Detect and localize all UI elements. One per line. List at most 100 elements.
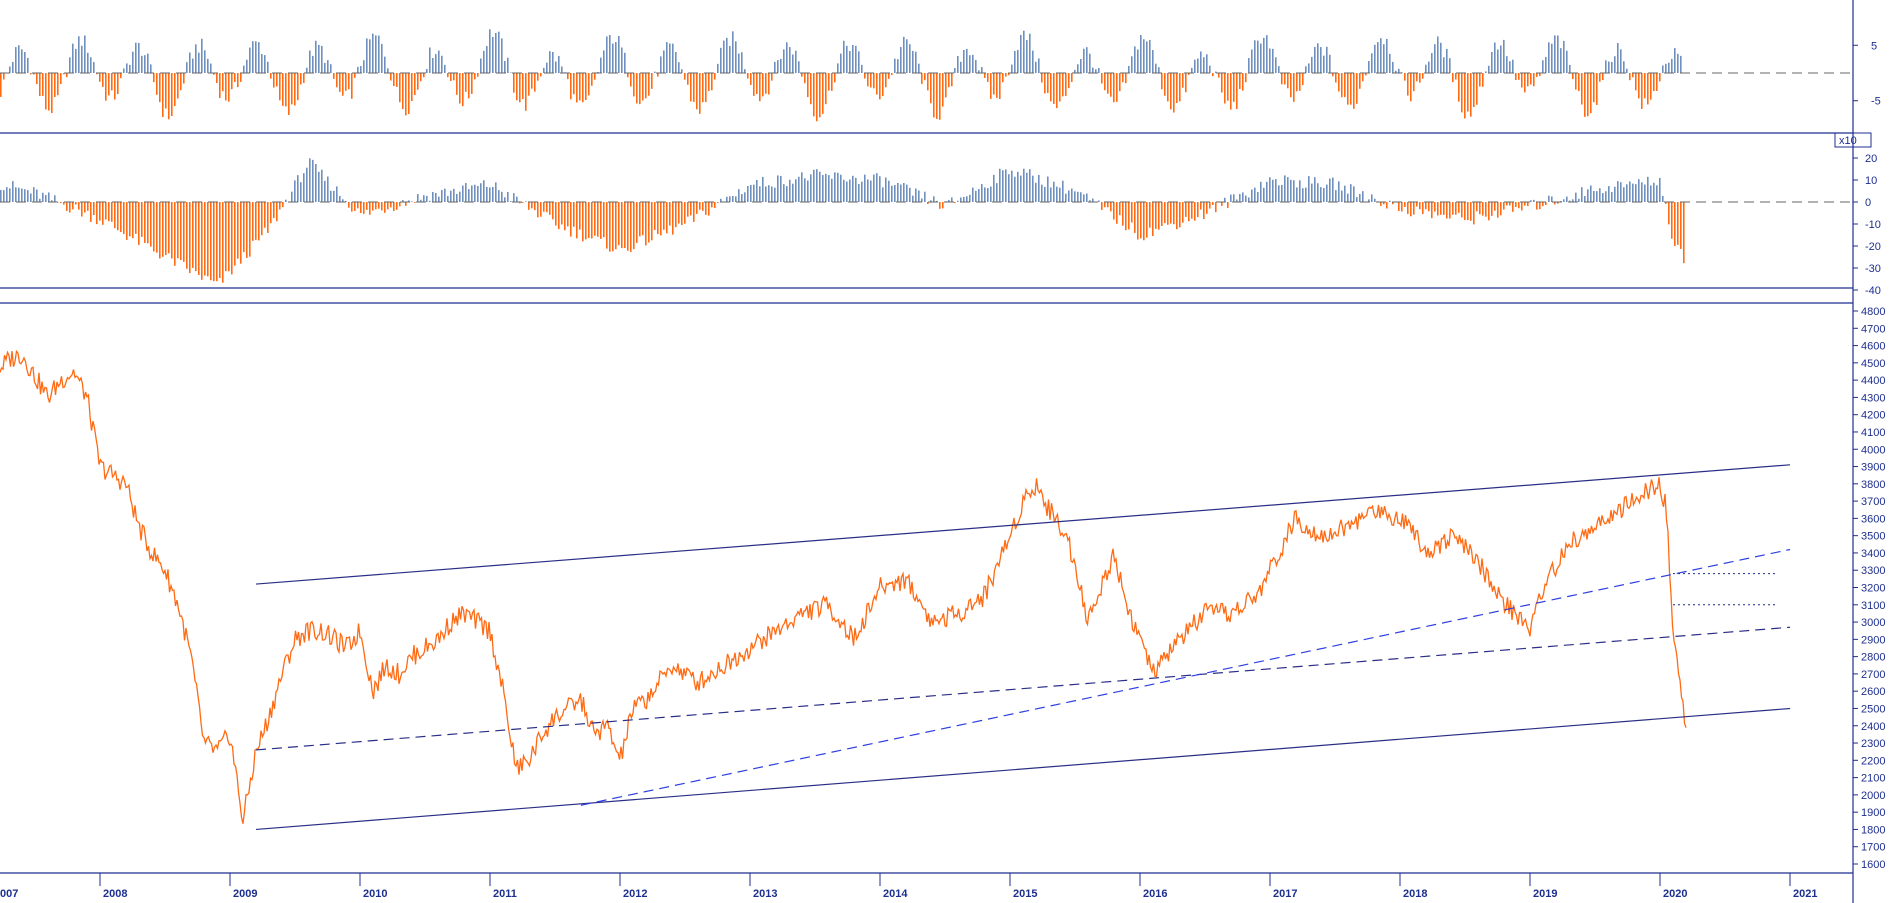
oscillator-bar <box>330 64 332 73</box>
oscillator-bar <box>1020 34 1022 73</box>
oscillator-bar <box>1206 54 1208 73</box>
oscillator-bar <box>543 67 545 73</box>
oscillator-bar <box>1122 73 1124 83</box>
oscillator-bar <box>1101 73 1103 84</box>
oscillator-bar <box>1236 73 1238 110</box>
oscillator-bar <box>1011 170 1013 202</box>
oscillator-bar <box>1440 202 1442 215</box>
oscillator-bar <box>363 60 365 73</box>
oscillator-bar <box>1059 73 1061 102</box>
oscillator-bar <box>225 202 227 272</box>
oscillator-bar <box>687 202 689 217</box>
oscillator-bar <box>318 171 320 202</box>
oscillator-bar <box>546 202 548 213</box>
oscillator-bar <box>1407 73 1409 96</box>
oscillator-bar <box>702 202 704 211</box>
oscillator-bar <box>1242 192 1244 202</box>
oscillator-bar <box>510 201 512 202</box>
oscillator-bar <box>1626 68 1628 73</box>
oscillator-bar <box>837 172 839 202</box>
oscillator-bar <box>1629 73 1631 81</box>
oscillator-bar <box>1194 59 1196 73</box>
oscillator-bar <box>1560 200 1562 202</box>
oscillator-bar <box>1167 202 1169 225</box>
oscillator-bar <box>780 58 782 73</box>
oscillator-bar <box>201 202 203 280</box>
oscillator-bar <box>228 73 230 102</box>
oscillator-bar <box>1419 73 1421 83</box>
oscillator-bar <box>51 200 53 202</box>
oscillator-bar <box>1386 38 1388 73</box>
oscillator-bar <box>651 73 653 89</box>
oscillator-bar <box>183 73 185 84</box>
oscillator-bar <box>21 188 23 202</box>
oscillator-bar <box>237 73 239 88</box>
oscillator-bar <box>645 202 647 246</box>
oscillator-bar <box>837 63 839 73</box>
oscillator-bar <box>1005 169 1007 202</box>
oscillator-bar <box>1002 170 1004 202</box>
oscillator-bar <box>1608 186 1610 202</box>
oscillator-bar <box>1416 202 1418 207</box>
oscillator-bar <box>84 35 86 73</box>
oscillator-bar <box>1413 202 1415 215</box>
oscillator-bar <box>1068 190 1070 202</box>
oscillator-bar <box>423 195 425 202</box>
oscillator-bar <box>726 37 728 73</box>
oscillator-bar <box>873 73 875 89</box>
oscillator-bar <box>1431 53 1433 73</box>
oscillator-bar <box>177 73 179 99</box>
oscillator-bar <box>1335 190 1337 202</box>
oscillator-bar <box>123 68 125 73</box>
oscillator-bar <box>309 50 311 73</box>
oscillator-bar <box>438 196 440 202</box>
oscillator-bar <box>1428 61 1430 73</box>
oscillator-bar <box>1155 202 1157 229</box>
oscillator-bar <box>435 54 437 73</box>
oscillator-bar <box>492 36 494 73</box>
oscillator-bar <box>378 35 380 73</box>
oscillator-bar <box>1644 73 1646 99</box>
oscillator-bar <box>747 73 749 79</box>
oscillator-bar <box>1086 193 1088 202</box>
oscillator-bar <box>735 41 737 73</box>
oscillator-bar <box>1035 61 1037 73</box>
oscillator-bar <box>384 202 386 213</box>
oscillator-bar <box>495 32 497 73</box>
oscillator-bar <box>474 184 476 202</box>
y-tick-label: 4600 <box>1861 341 1885 353</box>
oscillator-bar <box>60 73 62 85</box>
oscillator-bar <box>1248 197 1250 202</box>
oscillator-bar <box>1482 73 1484 87</box>
oscillator-bar <box>1563 199 1565 202</box>
oscillator-bar <box>1566 196 1568 202</box>
oscillator-bar <box>1029 33 1031 73</box>
oscillator-bar <box>1311 56 1313 73</box>
oscillator-bar <box>789 179 791 202</box>
oscillator-bar <box>642 202 644 236</box>
oscillator-bar <box>786 186 788 202</box>
oscillator-bar <box>1359 193 1361 202</box>
y-tick-label: 3100 <box>1861 600 1885 612</box>
oscillator-bar <box>162 202 164 257</box>
y-tick-label: 3600 <box>1861 513 1885 525</box>
oscillator-bar <box>522 73 524 100</box>
oscillator-bar <box>324 180 326 202</box>
oscillator-bar <box>1653 182 1655 202</box>
oscillator-bar <box>1326 184 1328 202</box>
oscillator-bar <box>1680 202 1682 249</box>
oscillator-bar <box>957 55 959 73</box>
oscillator-bar <box>1632 183 1634 202</box>
oscillator-bar <box>1290 179 1292 202</box>
oscillator-bar <box>990 186 992 202</box>
oscillator-bar <box>909 44 911 73</box>
oscillator-bar <box>1290 73 1292 98</box>
oscillator-bar <box>897 59 899 73</box>
oscillator-bar <box>240 73 242 82</box>
oscillator-bar <box>648 202 650 243</box>
oscillator-bar <box>1671 202 1673 239</box>
oscillator-bar <box>741 194 743 202</box>
oscillator-bar <box>1305 66 1307 73</box>
oscillator-bar <box>87 52 89 73</box>
oscillator-bar <box>1602 193 1604 202</box>
